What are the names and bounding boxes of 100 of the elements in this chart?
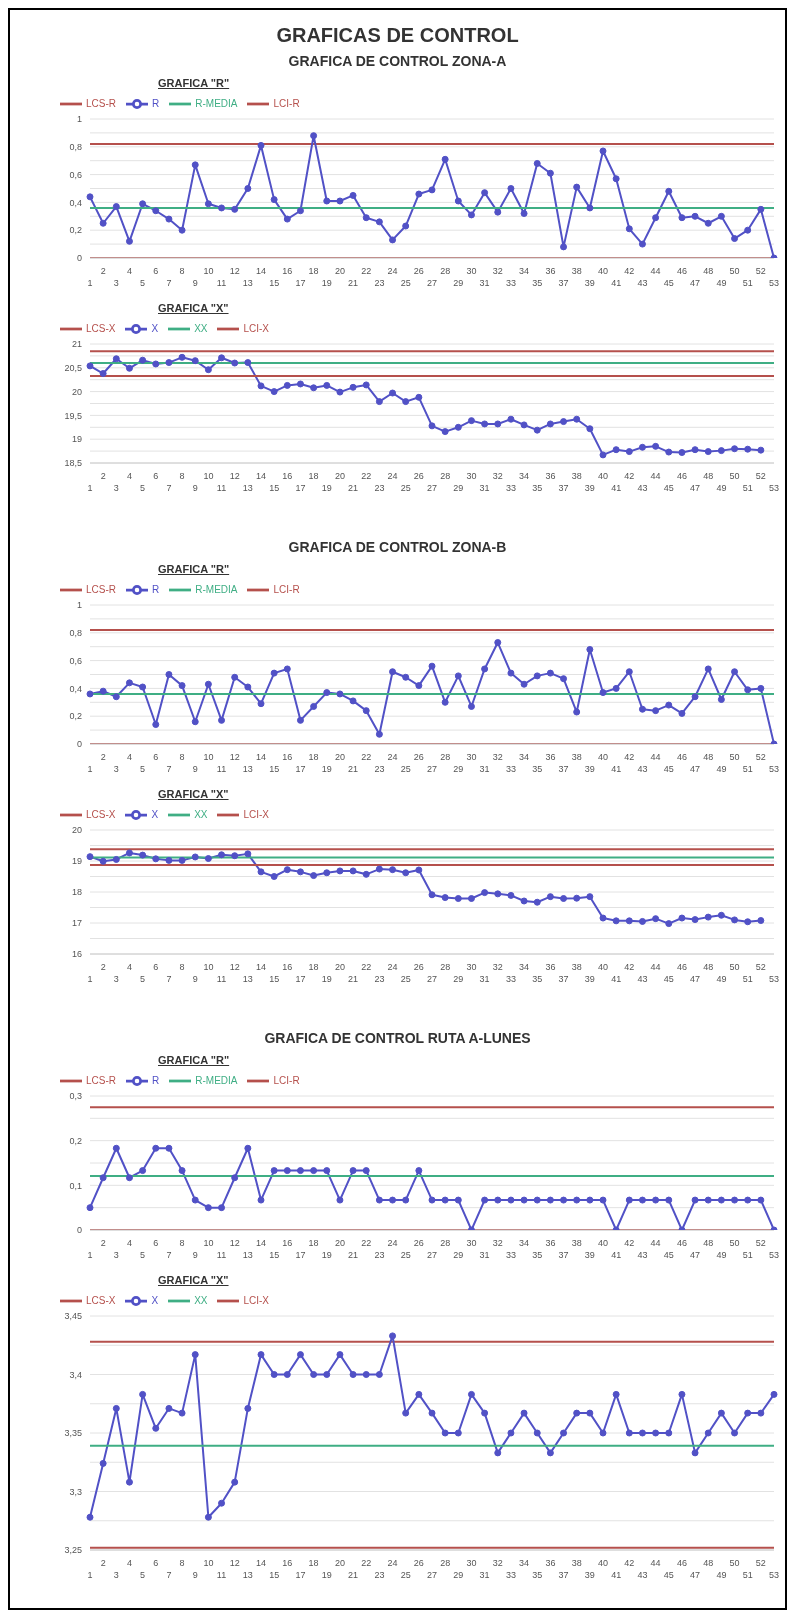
x-tick-label: 36 — [545, 1238, 556, 1248]
x-tick-label: 50 — [729, 266, 740, 276]
x-tick-label: 7 — [166, 483, 172, 493]
x-tick-label: 28 — [440, 471, 451, 481]
x-tick-label: 34 — [519, 1558, 530, 1568]
x-tick-label: 45 — [663, 1570, 674, 1580]
x-tick-label: 24 — [387, 266, 398, 276]
x-tick-label: 50 — [729, 1558, 740, 1568]
x-tick-label: 15 — [269, 974, 280, 984]
x-tick-label: 16 — [282, 752, 293, 762]
x-tick-label: 11 — [216, 278, 227, 288]
legend-label: LCS-X — [86, 1294, 116, 1306]
x-tick-label: 40 — [597, 1238, 609, 1248]
x-tick-label: 46 — [676, 1238, 687, 1248]
x-tick-label: 51 — [742, 974, 753, 984]
x-tick-label: 47 — [690, 483, 701, 493]
x-tick-label: 19 — [321, 974, 332, 984]
x-tick-label: 27 — [426, 974, 438, 984]
chart-title: GRAFICA DE CONTROL ZONA-A — [287, 53, 508, 69]
x-tick-label: 23 — [374, 764, 385, 774]
x-tick-label: 10 — [203, 471, 214, 481]
x-tick-label: 43 — [637, 1250, 648, 1260]
x-tick-label: 34 — [519, 962, 530, 972]
legend-label: LCS-R — [86, 583, 117, 595]
x-tick-label: 31 — [479, 974, 490, 984]
chart-subtitle: GRAFICA "X" — [158, 1274, 230, 1286]
x-tick-label: 8 — [179, 752, 185, 762]
y-tick-label: 1 — [76, 114, 82, 125]
x-tick-label: 14 — [255, 471, 267, 481]
x-tick-label: 13 — [242, 974, 253, 984]
x-tick-label: 21 — [348, 1570, 359, 1580]
x-tick-label: 20 — [334, 1558, 345, 1568]
x-tick-label: 15 — [269, 764, 280, 774]
y-tick-label: 0,6 — [69, 169, 82, 180]
x-tick-label: 34 — [519, 752, 530, 762]
x-tick-label: 14 — [255, 1238, 267, 1248]
x-tick-label: 20 — [334, 752, 345, 762]
x-tick-label: 3 — [113, 764, 119, 774]
x-tick-label: 44 — [650, 752, 661, 762]
x-tick-label: 3 — [113, 974, 119, 984]
x-tick-label: 28 — [440, 752, 451, 762]
x-tick-label: 10 — [203, 1558, 214, 1568]
x-tick-label: 50 — [729, 962, 740, 972]
x-tick-label: 1 — [87, 1570, 93, 1580]
x-tick-label: 37 — [558, 278, 569, 288]
x-tick-label: 29 — [453, 278, 464, 288]
chart-title: GRAFICA DE CONTROL ZONA-B — [287, 539, 508, 555]
x-tick-label: 1 — [87, 974, 93, 984]
y-tick-label: 0,2 — [69, 225, 82, 236]
x-tick-label: 27 — [426, 764, 438, 774]
x-tick-label: 40 — [597, 752, 609, 762]
x-tick-label: 46 — [676, 962, 687, 972]
x-tick-label: 9 — [192, 1570, 198, 1580]
y-tick-label: 19 — [71, 434, 82, 445]
x-tick-label: 36 — [545, 471, 556, 481]
x-tick-label: 41 — [611, 1250, 622, 1260]
x-tick-label: 10 — [203, 266, 214, 276]
x-tick-label: 52 — [755, 962, 766, 972]
x-tick-label: 30 — [466, 471, 477, 481]
x-tick-label: 30 — [466, 752, 477, 762]
x-tick-label: 37 — [558, 974, 569, 984]
x-tick-label: 9 — [192, 974, 198, 984]
x-tick-label: 13 — [242, 278, 253, 288]
x-tick-label: 9 — [192, 764, 198, 774]
y-tick-label: 19 — [71, 856, 82, 867]
y-tick-label: 0,2 — [69, 711, 82, 722]
x-tick-label: 41 — [611, 974, 622, 984]
legend-label: LCI-X — [243, 808, 270, 820]
x-tick-label: 26 — [413, 962, 424, 972]
x-tick-label: 1 — [87, 764, 93, 774]
x-tick-label: 37 — [558, 1570, 569, 1580]
chart-subtitle: GRAFICA "X" — [158, 788, 230, 800]
x-tick-label: 31 — [479, 1570, 490, 1580]
x-tick-label: 35 — [532, 278, 543, 288]
x-tick-label: 43 — [637, 974, 648, 984]
y-tick-label: 0,4 — [69, 683, 82, 694]
x-tick-label: 51 — [742, 1250, 753, 1260]
x-tick-label: 24 — [387, 1238, 398, 1248]
x-tick-label: 30 — [466, 266, 477, 276]
x-tick-label: 21 — [348, 974, 359, 984]
x-tick-label: 53 — [768, 764, 780, 774]
x-tick-label: 28 — [440, 1558, 451, 1568]
x-tick-label: 43 — [637, 278, 648, 288]
x-tick-label: 52 — [755, 471, 766, 481]
x-tick-label: 33 — [505, 764, 516, 774]
x-tick-label: 48 — [703, 266, 714, 276]
x-tick-label: 25 — [400, 764, 411, 774]
x-tick-label: 8 — [179, 1238, 185, 1248]
x-tick-label: 15 — [269, 1250, 280, 1260]
x-tick-label: 43 — [637, 1570, 648, 1580]
x-tick-label: 29 — [453, 764, 464, 774]
x-tick-label: 20 — [334, 266, 345, 276]
x-tick-label: 28 — [440, 1238, 451, 1248]
text: GRAFICAS DE CONTROL — [275, 24, 520, 47]
x-tick-label: 2 — [100, 752, 106, 762]
x-tick-label: 7 — [166, 278, 172, 288]
x-tick-label: 53 — [768, 483, 780, 493]
x-tick-label: 16 — [282, 1238, 293, 1248]
y-tick-label: 0,1 — [69, 1180, 82, 1191]
x-tick-label: 53 — [768, 278, 780, 288]
